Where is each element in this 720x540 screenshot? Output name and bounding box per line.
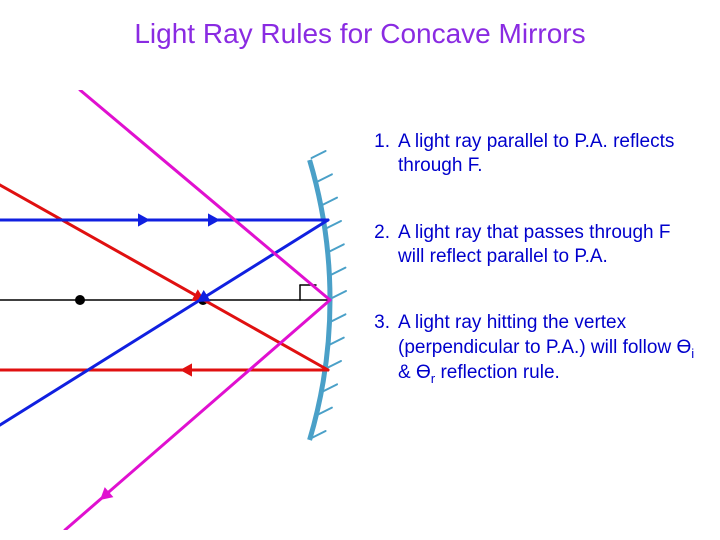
page-title: Light Ray Rules for Concave Mirrors (0, 18, 720, 50)
rule-text: A light ray hitting the vertex (perpendi… (398, 311, 702, 387)
rule-number: 1. (362, 130, 398, 179)
rule-item: 1. A light ray parallel to P.A. reflects… (362, 130, 702, 179)
rule-item: 2. A light ray that passes through F wil… (362, 221, 702, 270)
rule-text: A light ray that passes through F will r… (398, 221, 702, 270)
rule-item: 3. A light ray hitting the vertex (perpe… (362, 311, 702, 387)
rule-text: A light ray parallel to P.A. reflects th… (398, 130, 702, 179)
rules-list: 1. A light ray parallel to P.A. reflects… (362, 130, 702, 429)
ray-diagram (0, 90, 360, 530)
rule-number: 3. (362, 311, 398, 387)
rule-number: 2. (362, 221, 398, 270)
